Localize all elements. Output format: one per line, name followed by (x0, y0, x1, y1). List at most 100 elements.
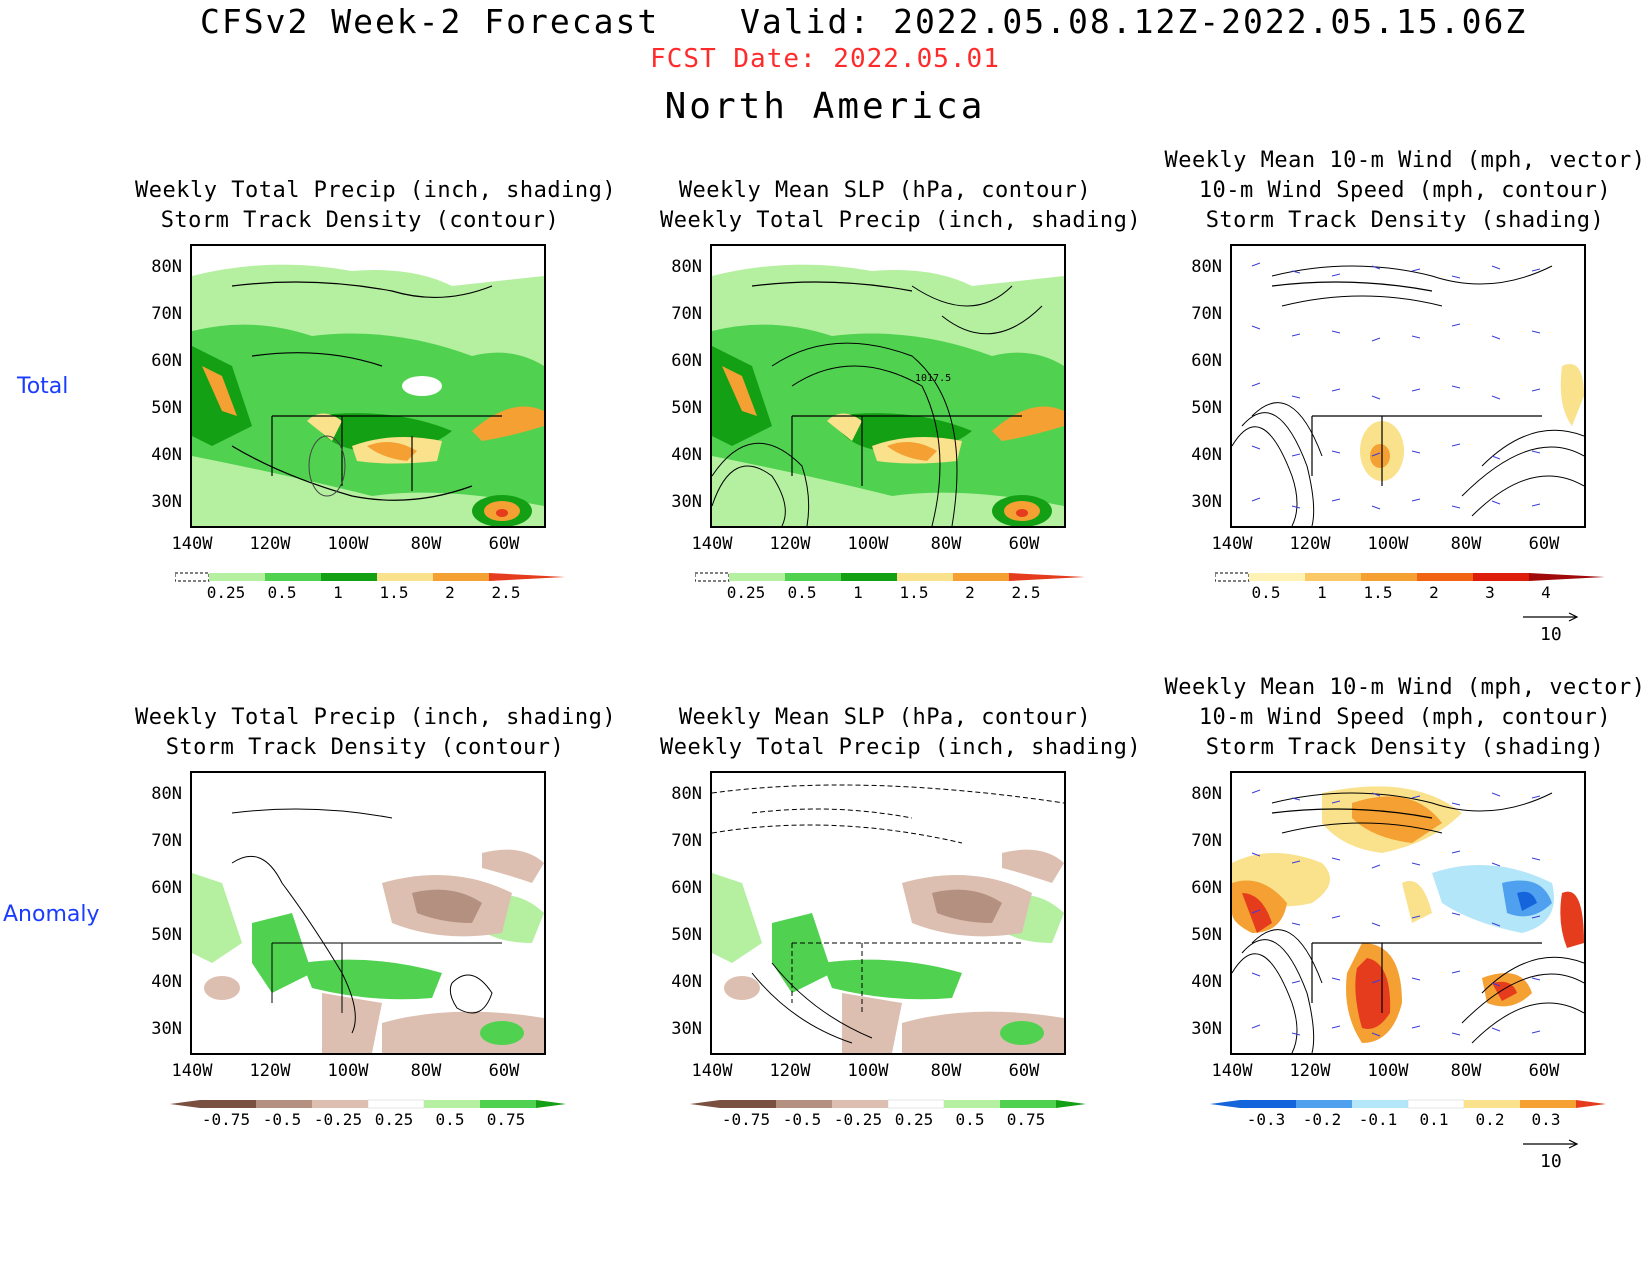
panel1-lon-100: 100W (327, 534, 369, 554)
panel4-lon-140: 140W (171, 1061, 213, 1081)
panel2-cbar-label: 2.5 (1011, 583, 1041, 602)
panel3-lon-140: 140W (1211, 534, 1253, 554)
panel4-title-line1: Weekly Total Precip (inch, shading) (135, 705, 617, 730)
panel4-lat-80: 80N (151, 784, 182, 804)
panel1-lon-60: 60W (488, 534, 520, 554)
panel6-lon-120: 120W (1289, 1061, 1331, 1081)
panel5-map (710, 771, 1066, 1055)
panel2-lon-120: 120W (769, 534, 811, 554)
row-label-anomaly: Anomaly (3, 902, 100, 927)
panel5-lat-60: 60N (671, 878, 702, 898)
panel5-cbar-label: 0.25 (894, 1110, 934, 1129)
panel4-cbar-label: -0.5 (262, 1110, 302, 1129)
panel4-cbar-label: -0.25 (313, 1110, 363, 1129)
panel6-lon-80: 80W (1450, 1061, 1482, 1081)
panel3-cbar-label: 0.5 (1251, 583, 1281, 602)
panel3-lat-30: 30N (1191, 492, 1222, 512)
panel3-lon-80: 80W (1450, 534, 1482, 554)
panel1-lat-50: 50N (151, 398, 182, 418)
panel4-map (190, 771, 546, 1055)
panel4-cbar-label: -0.75 (201, 1110, 251, 1129)
panel4-lat-30: 30N (151, 1019, 182, 1039)
panel2-lon-140: 140W (691, 534, 733, 554)
row-label-total: Total (17, 374, 69, 399)
panel1-title-line2: Storm Track Density (contour) (160, 208, 560, 233)
panel6-vector-ref: 10 (1540, 1151, 1562, 1172)
panel5-lon-140: 140W (691, 1061, 733, 1081)
panel6-lat-70: 70N (1191, 831, 1222, 851)
panel3-vector-ref: 10 (1540, 624, 1562, 645)
panel3-lon-60: 60W (1528, 534, 1560, 554)
panel1-lat-30: 30N (151, 492, 182, 512)
figure-title: CFSv2 Week-2 Forecast (200, 2, 660, 41)
panel2-lat-30: 30N (671, 492, 702, 512)
panel2-cbar-label: 1 (853, 583, 863, 602)
panel1-cbar-label: 2.5 (491, 583, 521, 602)
panel5-colorbar (690, 1099, 1086, 1109)
panel5-cbar-label: 0.5 (955, 1110, 985, 1129)
panel4-lat-50: 50N (151, 925, 182, 945)
panel5-cbar-label: -0.25 (833, 1110, 883, 1129)
panel5-lat-50: 50N (671, 925, 702, 945)
panel6-lon-60: 60W (1528, 1061, 1560, 1081)
panel4-lon-100: 100W (327, 1061, 369, 1081)
panel6-map (1230, 771, 1586, 1055)
panel2-cbar-label: 2 (965, 583, 975, 602)
panel3-title-line2: 10-m Wind Speed (mph, contour) (1198, 178, 1612, 203)
panel2-contour-label: 1017.5 (915, 373, 952, 384)
forecast-date: FCST Date: 2022.05.01 (650, 44, 1000, 74)
panel6-lat-40: 40N (1191, 972, 1222, 992)
panel1-cbar-label: 1.5 (379, 583, 409, 602)
panel6-cbar-label: -0.3 (1246, 1110, 1286, 1129)
region-title: North America (664, 86, 986, 127)
panel1-title-line1: Weekly Total Precip (inch, shading) (135, 178, 617, 203)
panel4-cbar-label: 0.5 (435, 1110, 465, 1129)
panel4-lon-80: 80W (410, 1061, 442, 1081)
panel2-title-line1: Weekly Mean SLP (hPa, contour) (678, 178, 1092, 203)
panel1-cbar-label: 0.5 (267, 583, 297, 602)
panel2-lat-40: 40N (671, 445, 702, 465)
panel4-cbar-label: 0.75 (486, 1110, 526, 1129)
panel2-cbar-label: 1.5 (899, 583, 929, 602)
panel3-title-line1: Weekly Mean 10-m Wind (mph, vector) (1164, 148, 1646, 173)
panel4-lon-60: 60W (488, 1061, 520, 1081)
panel1-cbar-label: 2 (445, 583, 455, 602)
panel1-cbar-label: 1 (333, 583, 343, 602)
panel1-lon-80: 80W (410, 534, 442, 554)
panel6-cbar-label: 0.1 (1419, 1110, 1449, 1129)
panel5-title: Weekly Mean SLP (hPa, contour) Weekly To… (660, 703, 1141, 763)
panel6-lat-50: 50N (1191, 925, 1222, 945)
panel3-cbar-label: 1 (1317, 583, 1327, 602)
panel4-lat-40: 40N (151, 972, 182, 992)
panel3-lon-120: 120W (1289, 534, 1331, 554)
panel6-vector-arrow-icon (1523, 1139, 1579, 1149)
panel1-lat-60: 60N (151, 351, 182, 371)
panel5-cbar-label: 0.75 (1006, 1110, 1046, 1129)
panel1-lat-80: 80N (151, 257, 182, 277)
panel5-lat-40: 40N (671, 972, 702, 992)
panel1-lon-120: 120W (249, 534, 291, 554)
panel4-lat-70: 70N (151, 831, 182, 851)
panel6-lon-100: 100W (1367, 1061, 1409, 1081)
panel5-lon-80: 80W (930, 1061, 962, 1081)
panel3-map (1230, 244, 1586, 528)
panel6-colorbar (1210, 1099, 1606, 1109)
panel3-cbar-label: 2 (1429, 583, 1439, 602)
panel5-lat-30: 30N (671, 1019, 702, 1039)
panel3-colorbar (1215, 572, 1605, 582)
panel2-title: Weekly Mean SLP (hPa, contour) Weekly To… (660, 176, 1141, 236)
panel4-colorbar (170, 1099, 566, 1109)
panel3-title-line3: Storm Track Density (shading) (1205, 208, 1605, 233)
panel2-lat-80: 80N (671, 257, 702, 277)
panel4-title: Weekly Total Precip (inch, shading) Stor… (135, 703, 617, 763)
panel1-colorbar (175, 572, 565, 582)
panel2-map (710, 244, 1066, 528)
panel2-lon-60: 60W (1008, 534, 1040, 554)
panel3-lon-100: 100W (1367, 534, 1409, 554)
panel4-cbar-label: 0.25 (374, 1110, 414, 1129)
panel1-lon-140: 140W (171, 534, 213, 554)
panel6-lat-80: 80N (1191, 784, 1222, 804)
panel2-lat-50: 50N (671, 398, 702, 418)
valid-period: Valid: 2022.05.08.12Z-2022.05.15.06Z (740, 2, 1528, 41)
panel6-title-line3: Storm Track Density (shading) (1205, 735, 1605, 760)
